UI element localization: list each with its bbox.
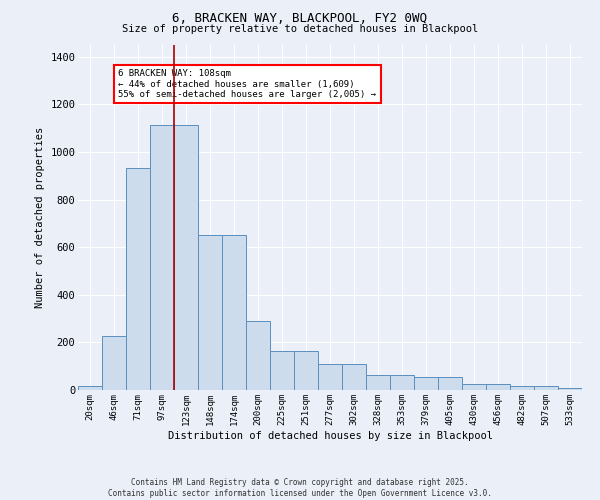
Bar bbox=[462, 384, 486, 390]
Bar bbox=[102, 336, 126, 390]
Bar bbox=[294, 350, 318, 390]
Bar bbox=[366, 374, 390, 390]
Bar bbox=[558, 388, 582, 390]
Bar bbox=[390, 374, 414, 390]
Bar bbox=[126, 168, 150, 390]
Bar bbox=[174, 124, 198, 390]
Bar bbox=[438, 377, 462, 390]
Text: 6 BRACKEN WAY: 108sqm
← 44% of detached houses are smaller (1,609)
55% of semi-d: 6 BRACKEN WAY: 108sqm ← 44% of detached … bbox=[118, 69, 376, 99]
Bar bbox=[198, 236, 222, 390]
Text: 6, BRACKEN WAY, BLACKPOOL, FY2 0WQ: 6, BRACKEN WAY, BLACKPOOL, FY2 0WQ bbox=[173, 12, 427, 26]
Bar bbox=[510, 386, 534, 390]
Bar bbox=[342, 364, 366, 390]
Bar bbox=[486, 384, 510, 390]
Bar bbox=[150, 124, 174, 390]
Bar bbox=[318, 364, 342, 390]
Bar bbox=[78, 386, 102, 390]
Y-axis label: Number of detached properties: Number of detached properties bbox=[35, 127, 44, 308]
Bar bbox=[246, 321, 270, 390]
Bar bbox=[534, 386, 558, 390]
Text: Size of property relative to detached houses in Blackpool: Size of property relative to detached ho… bbox=[122, 24, 478, 34]
Bar bbox=[414, 377, 438, 390]
Text: Contains HM Land Registry data © Crown copyright and database right 2025.
Contai: Contains HM Land Registry data © Crown c… bbox=[108, 478, 492, 498]
Bar bbox=[270, 350, 294, 390]
Bar bbox=[222, 236, 246, 390]
X-axis label: Distribution of detached houses by size in Blackpool: Distribution of detached houses by size … bbox=[167, 430, 493, 440]
